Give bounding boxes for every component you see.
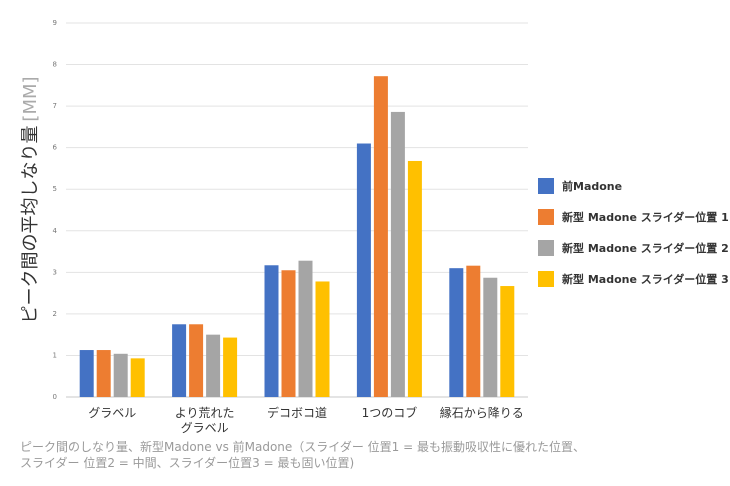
x-tick-label-line: 1つのコブ — [362, 405, 418, 420]
x-tick-label-line: 縁石から降りる — [440, 405, 524, 420]
bar-series-4-category-3 — [315, 281, 330, 397]
y-tick-label-8: 8 — [53, 61, 57, 69]
bar-series-1-category-4 — [356, 143, 371, 397]
bar-series-1-category-3 — [264, 265, 279, 397]
x-tick-label-4: 1つのコブ — [362, 405, 418, 420]
y-axis-label-unit: [MM] — [20, 76, 41, 121]
bar-series-3-category-2 — [206, 334, 221, 397]
y-axis-label: ピーク間の平均しなり量 [MM] — [20, 76, 41, 323]
chart-caption: ピーク間のしなり量、新型Madone vs 前Madone（スライダー 位置1 … — [20, 439, 710, 471]
caption-line-1: ピーク間のしなり量、新型Madone vs 前Madone（スライダー 位置1 … — [20, 440, 585, 454]
x-tick-label-3: デコボコ道 — [267, 405, 327, 420]
bar-series-1-category-2 — [172, 324, 187, 397]
bar-series-1-category-5 — [449, 268, 464, 397]
bar-series-2-category-2 — [189, 324, 204, 397]
legend-label-1: 前Madone — [562, 179, 622, 193]
bar-series-3-category-4 — [390, 111, 405, 397]
y-tick-label-5: 5 — [53, 185, 57, 193]
legend-label-4: 新型 Madone スライダー位置 3 — [562, 272, 729, 286]
x-tick-label-1: グラベル — [88, 406, 136, 420]
y-tick-label-7: 7 — [53, 102, 57, 110]
x-tick-label-2: より荒れたグラベル — [175, 406, 235, 435]
bar-series-4-category-2 — [223, 337, 238, 397]
legend-swatch-1 — [538, 178, 554, 194]
x-tick-label-line: グラベル — [181, 421, 229, 435]
bar-series-2-category-1 — [96, 350, 111, 397]
bar-series-4-category-5 — [500, 286, 515, 397]
x-tick-label-line: グラベル — [88, 406, 136, 420]
bar-series-2-category-3 — [281, 270, 296, 397]
y-axis-label-text: ピーク間の平均しなり量 — [20, 126, 41, 324]
y-tick-label-4: 4 — [53, 227, 58, 235]
legend-swatch-3 — [538, 240, 554, 256]
bar-series-4-category-4 — [407, 160, 422, 397]
bar-series-1-category-1 — [79, 350, 94, 397]
bar-series-3-category-3 — [298, 260, 313, 397]
bar-series-2-category-4 — [373, 76, 388, 398]
y-tick-label-9: 9 — [53, 19, 57, 27]
legend-swatch-4 — [538, 271, 554, 287]
bar-series-4-category-1 — [130, 358, 145, 397]
x-tick-label-5: 縁石から降りる — [440, 405, 524, 420]
legend-label-2: 新型 Madone スライダー位置 1 — [562, 210, 729, 224]
y-tick-label-2: 2 — [53, 310, 57, 318]
bar-series-2-category-5 — [466, 265, 481, 397]
bar-series-3-category-1 — [113, 353, 128, 397]
caption-line-2: スライダー 位置2 = 中間、スライダー位置3 = 最も固い位置) — [20, 456, 355, 470]
x-tick-label-line: デコボコ道 — [267, 405, 327, 420]
legend-label-3: 新型 Madone スライダー位置 2 — [562, 241, 729, 255]
legend-swatch-2 — [538, 209, 554, 225]
y-tick-label-6: 6 — [53, 144, 58, 152]
bar-series-3-category-5 — [483, 277, 498, 397]
y-tick-label-1: 1 — [53, 351, 57, 359]
y-tick-label-0: 0 — [53, 393, 57, 401]
x-tick-label-line: より荒れた — [175, 406, 235, 420]
y-tick-label-3: 3 — [53, 268, 57, 276]
